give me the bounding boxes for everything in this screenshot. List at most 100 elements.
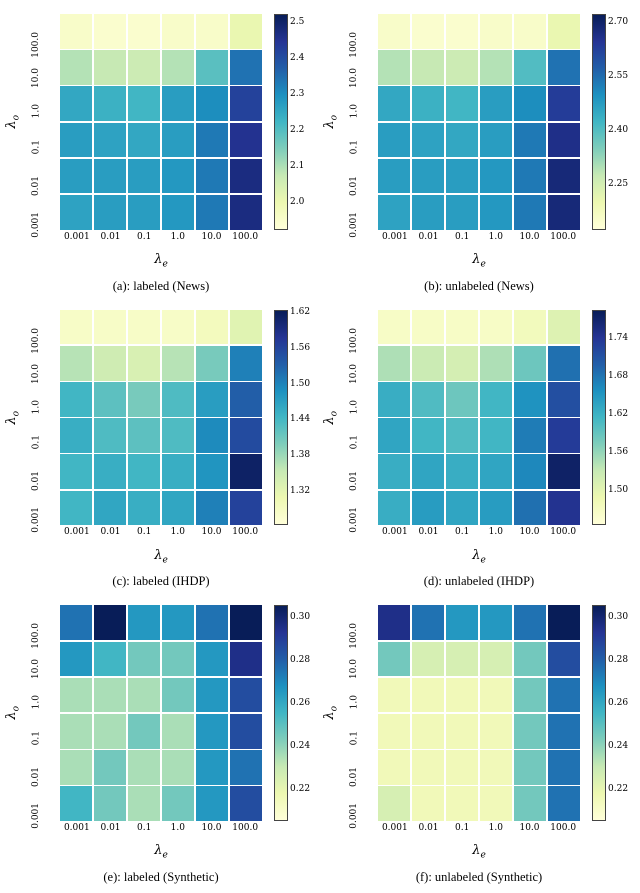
xtick: 0.01 [418, 823, 438, 833]
xtick: 0.1 [137, 527, 151, 537]
heatmap-cell [230, 642, 262, 677]
heatmap [60, 310, 262, 526]
heatmap-cell [60, 714, 92, 749]
heatmap-cell [162, 123, 194, 158]
heatmap-cell [548, 86, 580, 121]
heatmap-cell [94, 346, 126, 381]
heatmap-cell [446, 346, 478, 381]
heatmap-cell [162, 750, 194, 785]
heatmap-cell [378, 382, 410, 417]
xtick: 100.0 [232, 527, 258, 537]
colorbar-tick: 2.0 [290, 197, 304, 207]
heatmap-cell [128, 786, 160, 821]
xlabel: λe [60, 252, 262, 270]
heatmap-cell [230, 310, 262, 345]
heatmap [378, 605, 580, 821]
heatmap-cell [162, 86, 194, 121]
xtick: 0.01 [418, 232, 438, 242]
heatmap-cell [548, 346, 580, 381]
heatmap-cell [412, 418, 444, 453]
ytick: 0.1 [349, 435, 359, 449]
plot-area [378, 605, 580, 821]
xtick: 100.0 [550, 232, 576, 242]
heatmap-cell [412, 195, 444, 230]
heatmap-cell [128, 50, 160, 85]
heatmap-cell [94, 159, 126, 194]
heatmap-cell [412, 714, 444, 749]
ylabel: λo [6, 14, 20, 230]
colorbar-tick: 2.70 [608, 17, 628, 27]
heatmap-cell [94, 678, 126, 713]
colorbar-tick: 2.55 [608, 71, 628, 81]
heatmap-cell [548, 418, 580, 453]
heatmap-cell [128, 418, 160, 453]
heatmap-cell [412, 346, 444, 381]
heatmap-cell [128, 382, 160, 417]
heatmap-cell [196, 195, 228, 230]
heatmap-cell [94, 714, 126, 749]
heatmap-cell [514, 642, 546, 677]
xtick: 0.001 [64, 527, 90, 537]
xticks: 0.0010.010.11.010.0100.0 [378, 527, 580, 547]
heatmap-cell [548, 195, 580, 230]
heatmap-cell [446, 310, 478, 345]
colorbar: 2.02.12.22.32.42.5 [274, 14, 288, 230]
xtick: 1.0 [489, 823, 503, 833]
colorbar-tick: 0.30 [290, 612, 310, 622]
xticks: 0.0010.010.11.010.0100.0 [60, 527, 262, 547]
xtick: 10.0 [519, 527, 539, 537]
heatmap-cell [480, 786, 512, 821]
heatmap-cell [548, 310, 580, 345]
colorbar-tick: 1.44 [290, 414, 310, 424]
ytick: 10.0 [349, 659, 359, 679]
colorbar-tick: 1.74 [608, 333, 628, 343]
heatmap-cell [60, 678, 92, 713]
xtick: 0.1 [455, 823, 469, 833]
heatmap-cell [480, 418, 512, 453]
heatmap-cell [378, 714, 410, 749]
heatmap-cell [196, 454, 228, 489]
heatmap-cell [162, 714, 194, 749]
heatmap-cell [196, 605, 228, 640]
ytick: 100.0 [31, 32, 41, 58]
heatmap-cell [196, 491, 228, 526]
heatmap-cell [480, 642, 512, 677]
heatmap-cell [230, 50, 262, 85]
heatmap-cell [412, 491, 444, 526]
heatmap-cell [378, 50, 410, 85]
heatmap [60, 605, 262, 821]
heatmap-cell [230, 786, 262, 821]
xtick: 0.001 [382, 527, 408, 537]
panel-caption: (e): labeled (Synthetic) [2, 870, 320, 885]
heatmap-cell [196, 346, 228, 381]
ylabel: λo [6, 310, 20, 526]
heatmap-cell [230, 750, 262, 785]
heatmap-cell [128, 642, 160, 677]
colorbar-tick: 0.28 [608, 655, 628, 665]
colorbar-tick: 0.26 [608, 698, 628, 708]
heatmap-cell [480, 750, 512, 785]
heatmap-cell [446, 382, 478, 417]
heatmap-cell [128, 123, 160, 158]
figure-grid: 2.02.12.22.32.42.50.0010.010.11.010.0100… [0, 0, 640, 893]
heatmap-cell [514, 382, 546, 417]
panel-caption: (c): labeled (IHDP) [2, 574, 320, 589]
ytick: 1.0 [349, 104, 359, 118]
heatmap-cell [230, 714, 262, 749]
xtick: 10.0 [519, 232, 539, 242]
heatmap-cell [480, 491, 512, 526]
heatmap-cell [548, 14, 580, 49]
colorbar-tick: 2.4 [290, 53, 304, 63]
heatmap-cell [196, 418, 228, 453]
heatmap-cell [514, 310, 546, 345]
xtick: 1.0 [489, 527, 503, 537]
heatmap-cell [60, 750, 92, 785]
heatmap-cell [378, 159, 410, 194]
heatmap-cell [196, 786, 228, 821]
colorbar-tick: 2.3 [290, 89, 304, 99]
heatmap-cell [446, 605, 478, 640]
heatmap-cell [60, 310, 92, 345]
ytick: 0.1 [349, 140, 359, 154]
xticks: 0.0010.010.11.010.0100.0 [60, 823, 262, 843]
xtick: 0.01 [100, 232, 120, 242]
